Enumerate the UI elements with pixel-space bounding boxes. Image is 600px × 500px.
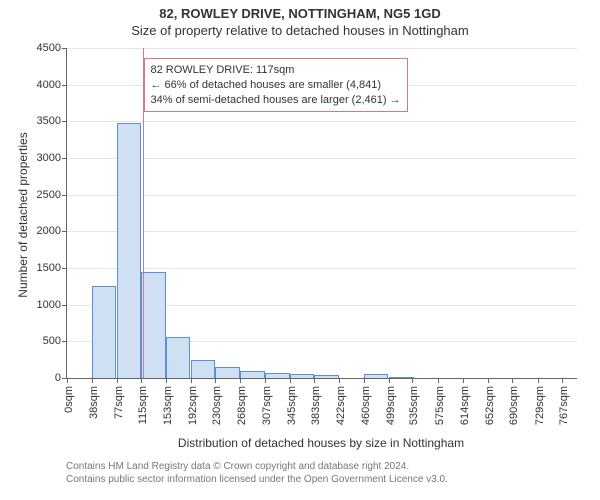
ytick-label: 3000 [37, 152, 67, 164]
ytick-label: 0 [55, 372, 67, 384]
ytick-label: 2500 [37, 189, 67, 201]
xtick-mark [364, 378, 365, 383]
xtick-mark [512, 378, 513, 383]
ytick-label: 1000 [37, 299, 67, 311]
xtick-mark [538, 378, 539, 383]
footer-line-1: Contains HM Land Registry data © Crown c… [66, 460, 448, 473]
xtick-label: 268sqm [236, 386, 248, 425]
xtick-label: 535sqm [408, 386, 420, 425]
histogram-bar [240, 371, 265, 378]
histogram-bar [290, 374, 315, 378]
xtick-label: 230sqm [211, 386, 223, 425]
chart-title-2: Size of property relative to detached ho… [0, 21, 600, 38]
plot-area: 0500100015002000250030003500400045000sqm… [66, 48, 577, 379]
xtick-label: 192sqm [187, 386, 199, 425]
histogram-bar [166, 337, 191, 378]
xtick-mark [389, 378, 390, 383]
annotation-line: 82 ROWLEY DRIVE: 117sqm [151, 63, 401, 78]
xtick-mark [117, 378, 118, 383]
histogram-bar [117, 123, 142, 378]
xtick-mark [488, 378, 489, 383]
histogram-bar [215, 367, 240, 378]
annotation-box: 82 ROWLEY DRIVE: 117sqm← 66% of detached… [144, 58, 408, 113]
ytick-label: 500 [43, 335, 67, 347]
xtick-label: 652sqm [484, 386, 496, 425]
histogram-bar [265, 373, 290, 379]
y-axis-title: Number of detached properties [16, 132, 30, 297]
xtick-label: 614sqm [459, 386, 471, 425]
xtick-mark [438, 378, 439, 383]
xtick-mark [314, 378, 315, 383]
xtick-mark [562, 378, 563, 383]
xtick-label: 0sqm [63, 386, 75, 413]
xtick-mark [67, 378, 68, 383]
ytick-label: 4500 [37, 42, 67, 54]
xtick-label: 460sqm [360, 386, 372, 425]
xtick-mark [290, 378, 291, 383]
ytick-label: 4000 [37, 79, 67, 91]
xtick-label: 729sqm [534, 386, 546, 425]
xtick-mark [240, 378, 241, 383]
histogram-bar [314, 375, 339, 378]
xtick-label: 38sqm [88, 386, 100, 419]
xtick-mark [92, 378, 93, 383]
xtick-mark [463, 378, 464, 383]
ytick-label: 1500 [37, 262, 67, 274]
xtick-mark [215, 378, 216, 383]
xtick-label: 690sqm [508, 386, 520, 425]
xtick-mark [412, 378, 413, 383]
xtick-label: 153sqm [162, 386, 174, 425]
xtick-label: 499sqm [385, 386, 397, 425]
xtick-label: 307sqm [261, 386, 273, 425]
footer-attribution: Contains HM Land Registry data © Crown c… [66, 460, 448, 486]
chart-title-1: 82, ROWLEY DRIVE, NOTTINGHAM, NG5 1GD [0, 0, 600, 21]
xtick-mark [141, 378, 142, 383]
xtick-label: 422sqm [335, 386, 347, 425]
xtick-label: 115sqm [137, 386, 149, 424]
chart-container: 82, ROWLEY DRIVE, NOTTINGHAM, NG5 1GD Si… [0, 0, 600, 500]
xtick-label: 383sqm [310, 386, 322, 425]
ytick-label: 2000 [37, 225, 67, 237]
annotation-line: 34% of semi-detached houses are larger (… [151, 93, 401, 108]
x-axis-title: Distribution of detached houses by size … [66, 436, 576, 450]
xtick-label: 767sqm [558, 386, 570, 425]
histogram-bar [389, 377, 414, 378]
histogram-bar [191, 360, 216, 378]
xtick-mark [265, 378, 266, 383]
xtick-label: 575sqm [434, 386, 446, 425]
histogram-bar [364, 374, 389, 378]
footer-line-2: Contains public sector information licen… [66, 473, 448, 486]
xtick-label: 77sqm [113, 386, 125, 419]
histogram-bar [141, 272, 166, 378]
xtick-mark [339, 378, 340, 383]
xtick-mark [191, 378, 192, 383]
histogram-bar [92, 286, 117, 378]
annotation-line: ← 66% of detached houses are smaller (4,… [151, 78, 401, 93]
xtick-label: 345sqm [286, 386, 298, 425]
xtick-mark [166, 378, 167, 383]
ytick-label: 3500 [37, 115, 67, 127]
